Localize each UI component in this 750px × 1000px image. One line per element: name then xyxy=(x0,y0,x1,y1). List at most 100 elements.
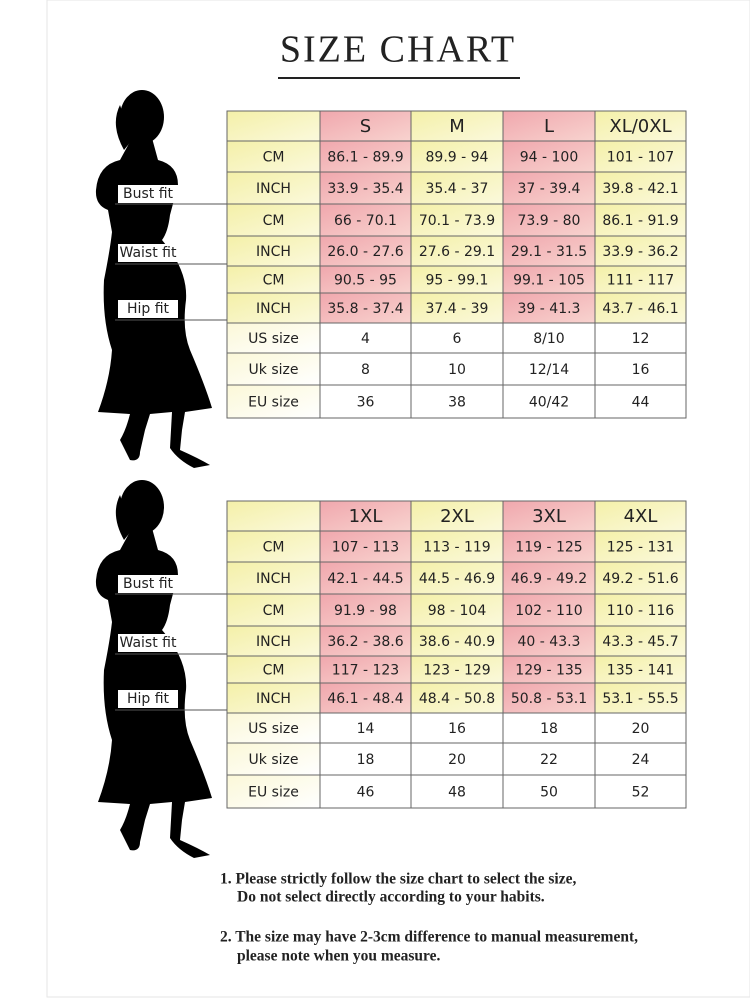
frame xyxy=(46,0,750,998)
table-cell xyxy=(594,171,687,205)
header-cell xyxy=(226,500,321,532)
cell-value: 36 xyxy=(357,395,375,411)
cell-value: 44 xyxy=(632,395,650,411)
cell-value: 37.4 - 39 xyxy=(426,301,489,317)
cell-value: 91.9 - 98 xyxy=(334,603,397,619)
cell-value: 39.8 - 42.1 xyxy=(602,181,678,197)
cell-value: 6 xyxy=(453,331,462,347)
table-cell xyxy=(319,655,412,684)
table-cell xyxy=(594,265,687,294)
table-cell xyxy=(410,352,504,386)
cell-value: 24 xyxy=(632,752,650,768)
cell-value: 86.1 - 91.9 xyxy=(602,213,678,229)
row-label: EU size xyxy=(248,395,299,411)
column-header: XL/0XL xyxy=(609,116,671,137)
cell-value: 38 xyxy=(448,395,466,411)
cell-value: 27.6 - 29.1 xyxy=(419,244,495,260)
notes: 1. Please strictly follow the size chart… xyxy=(220,871,638,965)
cell-value: 123 - 129 xyxy=(423,663,490,679)
header-cell xyxy=(226,110,321,142)
note-line: please note when you measure. xyxy=(237,948,440,965)
cell-value: 33.9 - 35.4 xyxy=(327,181,403,197)
table-cell xyxy=(594,561,687,595)
cell-value: 129 - 135 xyxy=(515,663,582,679)
silhouette xyxy=(95,90,212,468)
table-cell xyxy=(502,774,596,809)
cell-value: 37 - 39.4 xyxy=(518,181,581,197)
cell-value: 49.2 - 51.6 xyxy=(602,571,678,587)
row-label-cell xyxy=(226,530,321,563)
cell-value: 12/14 xyxy=(529,362,569,378)
cell-value: 35.4 - 37 xyxy=(426,181,489,197)
cell-value: 33.9 - 36.2 xyxy=(602,244,678,260)
cell-value: 12 xyxy=(632,331,650,347)
cell-value: 44.5 - 46.9 xyxy=(419,571,495,587)
cell-value: 18 xyxy=(357,752,375,768)
note-line: 2. The size may have 2-3cm difference to… xyxy=(220,929,638,946)
cell-value: 73.9 - 80 xyxy=(518,213,581,229)
table-cell xyxy=(594,655,687,684)
row-label: EU size xyxy=(248,785,299,801)
cell-value: 111 - 117 xyxy=(607,273,674,289)
table-cell xyxy=(410,140,504,173)
fit-label: Bust fit xyxy=(123,576,174,592)
cell-value: 4 xyxy=(361,331,370,347)
cell-value: 43.7 - 46.1 xyxy=(602,301,678,317)
cell-value: 14 xyxy=(357,721,375,737)
column-header: S xyxy=(360,116,371,137)
row-label: INCH xyxy=(256,571,291,587)
row-label-cell xyxy=(226,203,321,237)
cell-value: 86.1 - 89.9 xyxy=(327,150,403,166)
cell-value: 10 xyxy=(448,362,466,378)
row-label-cell xyxy=(226,593,321,627)
table-cell xyxy=(502,292,596,324)
cell-value: 20 xyxy=(632,721,650,737)
table-cell xyxy=(410,593,504,627)
cell-value: 135 - 141 xyxy=(607,663,674,679)
cell-value: 43.3 - 45.7 xyxy=(602,634,678,650)
table-cell xyxy=(319,593,412,627)
table-cell xyxy=(410,742,504,776)
row-label: CM xyxy=(263,603,285,619)
table-cell xyxy=(410,235,504,267)
row-label: CM xyxy=(263,540,285,556)
cell-value: 8/10 xyxy=(533,331,564,347)
cell-value: 107 - 113 xyxy=(332,540,399,556)
table-cell xyxy=(319,384,412,419)
cell-value: 113 - 119 xyxy=(423,540,490,556)
table-cell xyxy=(410,682,504,714)
cell-value: 94 - 100 xyxy=(520,150,579,166)
table-cell xyxy=(502,352,596,386)
column-header: 3XL xyxy=(532,506,566,527)
row-label: INCH xyxy=(256,691,291,707)
cell-value: 53.1 - 55.5 xyxy=(602,691,678,707)
table-cell xyxy=(594,774,687,809)
column-header: M xyxy=(449,116,465,137)
table-cell xyxy=(410,265,504,294)
cell-value: 90.5 - 95 xyxy=(334,273,397,289)
cell-value: 110 - 116 xyxy=(607,603,674,619)
table-cell xyxy=(410,384,504,419)
header-cell xyxy=(594,500,687,532)
column-header: 4XL xyxy=(624,506,658,527)
fit-label: Bust fit xyxy=(123,186,174,202)
cell-value: 52 xyxy=(632,785,650,801)
cell-value: 99.1 - 105 xyxy=(513,273,585,289)
table-cell xyxy=(502,593,596,627)
fit-label-bg xyxy=(118,575,178,593)
table-cell xyxy=(594,352,687,386)
table-cell xyxy=(594,742,687,776)
table-cell xyxy=(594,322,687,354)
cell-value: 22 xyxy=(540,752,558,768)
column-header: 2XL xyxy=(440,506,474,527)
table-cell xyxy=(410,322,504,354)
row-label: INCH xyxy=(256,244,291,260)
cell-value: 36.2 - 38.6 xyxy=(327,634,403,650)
row-label: Uk size xyxy=(249,362,299,378)
table-cell xyxy=(502,530,596,563)
table-cell xyxy=(594,682,687,714)
row-label-cell xyxy=(226,625,321,657)
table-cell xyxy=(502,265,596,294)
cell-value: 101 - 107 xyxy=(607,150,674,166)
